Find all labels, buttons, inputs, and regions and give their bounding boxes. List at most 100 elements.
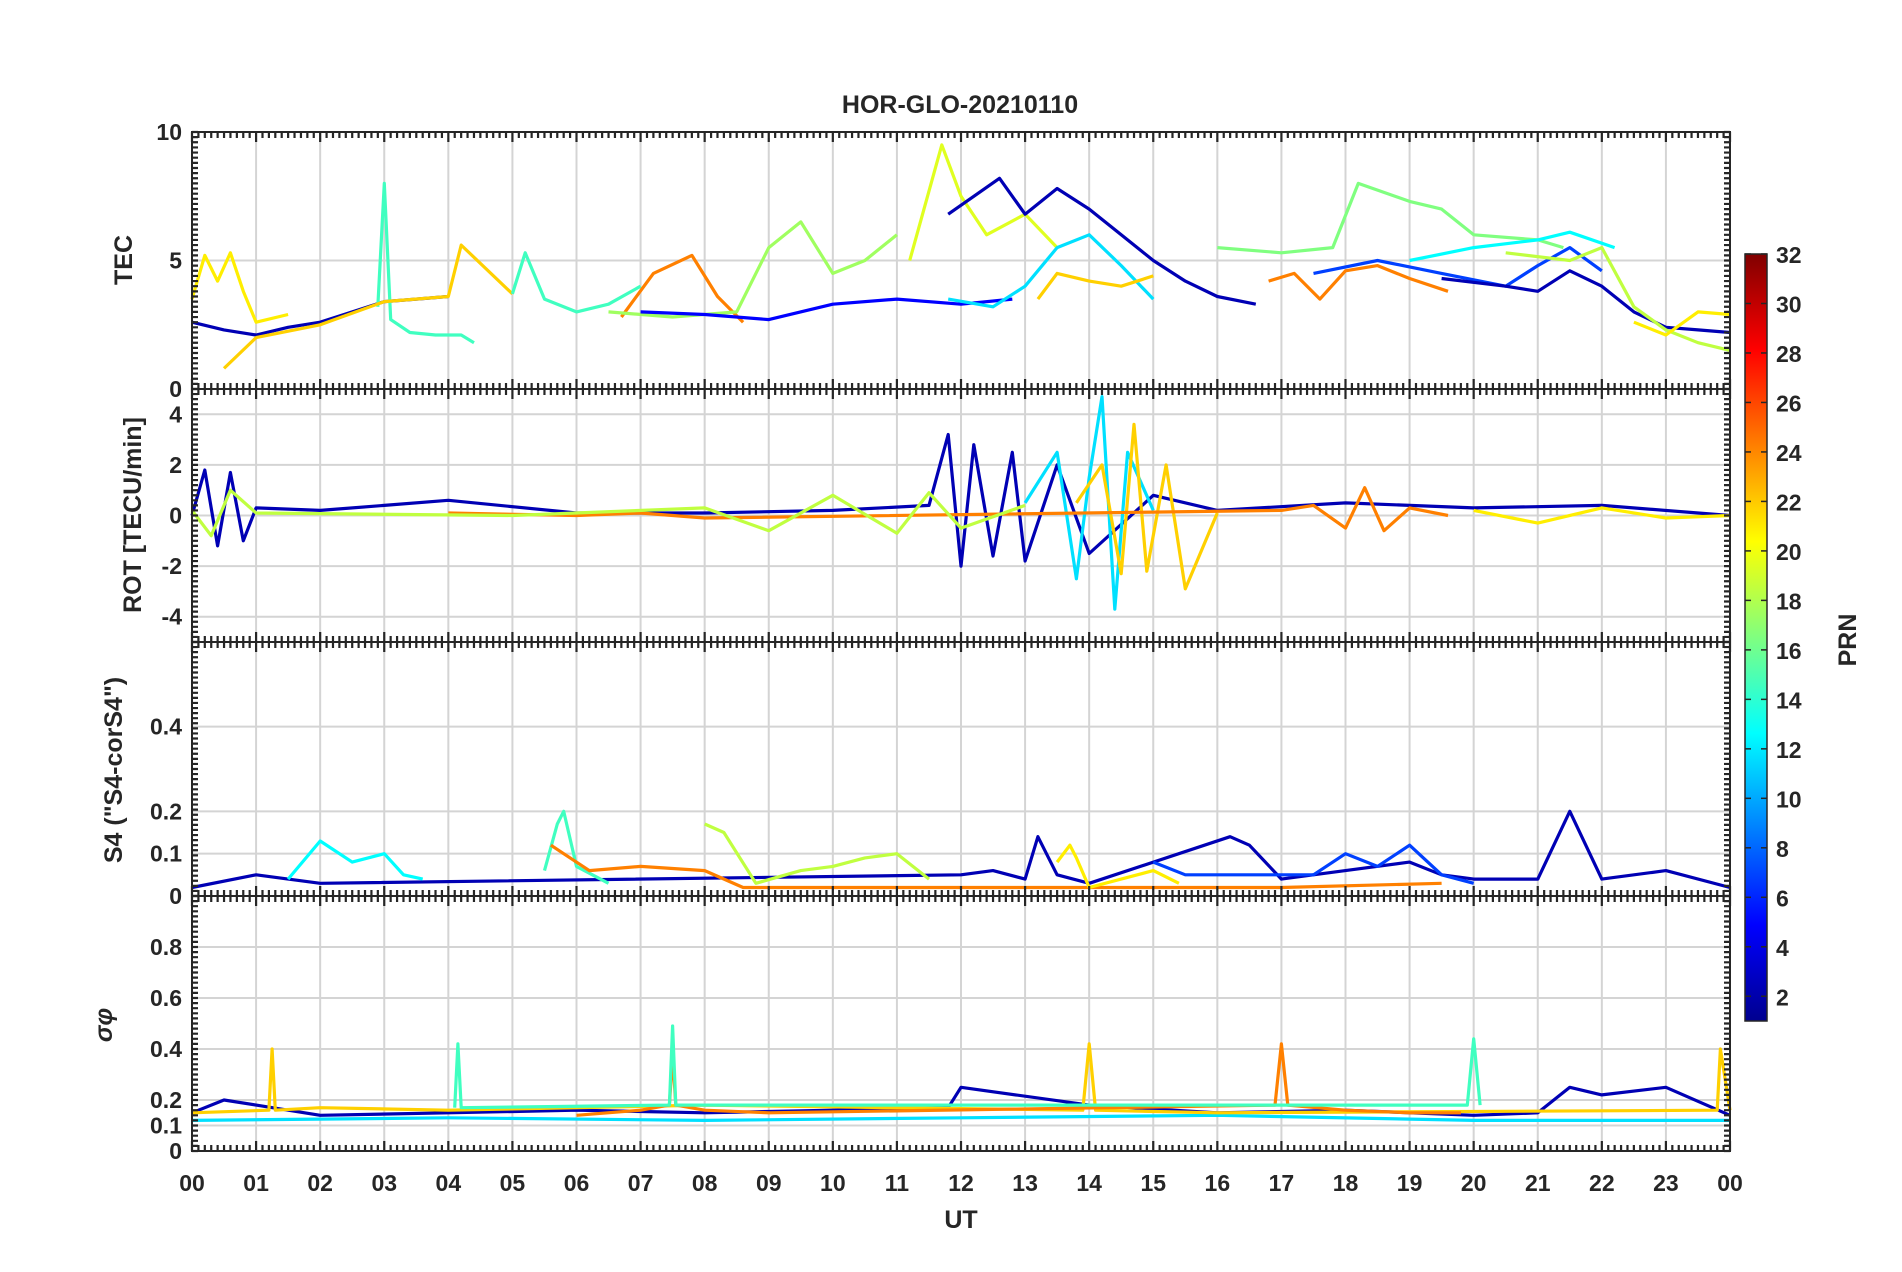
series-line-prn-11 — [947, 233, 1155, 309]
series-line-prn-21 — [222, 243, 514, 370]
colorbar-tick-label: 14 — [1776, 687, 1802, 713]
y-tick-label: 10 — [156, 119, 182, 145]
x-tick-label: 19 — [1397, 1170, 1423, 1196]
series-line-prn-16 — [1217, 181, 1564, 255]
series-line-prn-20 — [1633, 310, 1731, 337]
x-tick-label: 06 — [564, 1170, 590, 1196]
tick-marks — [190, 387, 1732, 644]
y-tick-label: 0.4 — [150, 1036, 182, 1062]
y-tick-label: 5 — [169, 248, 182, 274]
series-group-rot — [190, 395, 1731, 611]
series-line-prn-20 — [1473, 506, 1731, 525]
x-tick-label: 09 — [756, 1170, 782, 1196]
tick-marks — [190, 640, 1732, 898]
series-line-prn-12 — [286, 839, 424, 881]
series-line-prn-23 — [1268, 264, 1449, 301]
series-line-prn-14 — [376, 181, 475, 345]
colorbar-tick-label: 18 — [1776, 588, 1802, 614]
series-line-prn-18 — [704, 822, 930, 885]
colorbar-tick-label: 24 — [1776, 440, 1802, 466]
colorbar-label: PRN — [1834, 614, 1862, 667]
y-tick-label: 0.4 — [150, 714, 182, 740]
panel-tec: 0 5 10 TEC — [110, 119, 1732, 402]
series-group-sigma — [191, 1024, 1732, 1122]
y-tick-label: 0 — [169, 1138, 182, 1164]
figure-title: HOR-GLO-20210110 — [842, 91, 1078, 119]
colorbar-tick-label: 12 — [1776, 737, 1802, 763]
y-tick-label: 0 — [169, 883, 182, 909]
ylabel-tec: TEC — [110, 235, 138, 285]
ylabel-rot: ROT [TECU/min] — [119, 417, 147, 613]
series-line-prn-1 — [191, 809, 1731, 890]
x-tick-label: 11 — [885, 1170, 910, 1196]
x-tick-label: 00 — [1717, 1170, 1743, 1196]
series-line-prn-20 — [1055, 843, 1180, 890]
x-tick-label: 18 — [1333, 1170, 1359, 1196]
series-line-prn-14 — [453, 1024, 1482, 1110]
series-line-prn-12 — [1409, 230, 1616, 263]
colorbar-tick-label: 10 — [1776, 786, 1802, 812]
panel-rot: -4 -2 0 2 4 ROT [TECU/min] — [119, 387, 1732, 644]
series-line-prn-18 — [1505, 246, 1731, 352]
y-tick-label: 0.1 — [150, 1113, 182, 1139]
series-line-prn-21 — [1075, 422, 1219, 591]
panel-s4: 0 0.1 0.2 0.4 S4 ("S4-corS4") — [100, 640, 1732, 909]
x-tick-label: 23 — [1653, 1170, 1679, 1196]
x-axis-title: UT — [944, 1206, 977, 1234]
series-line-prn-1 — [1441, 269, 1731, 335]
x-axis: 00 01 02 03 04 05 06 07 08 09 10 11 12 13 14 15 16 17 18 19… — [179, 1170, 1743, 1196]
colorbar-gradient — [1744, 253, 1768, 1022]
x-tick-label: 05 — [500, 1170, 526, 1196]
series-line-prn-1 — [191, 1085, 1731, 1117]
series-line-prn-20 — [190, 251, 289, 324]
series-group-s4 — [191, 809, 1731, 890]
y-tick-label: -2 — [162, 553, 182, 579]
x-tick-label: 22 — [1589, 1170, 1615, 1196]
colorbar-tick-label: 8 — [1776, 836, 1789, 862]
x-tick-label: 08 — [692, 1170, 718, 1196]
y-tick-label: 0 — [169, 376, 182, 402]
colorbar-tick-label: 30 — [1776, 291, 1802, 317]
x-tick-label: 14 — [1076, 1170, 1102, 1196]
ylabel-sigma: σφ — [90, 1008, 118, 1042]
series-line-prn-14 — [510, 251, 642, 314]
series-line-prn-3 — [640, 297, 1013, 322]
x-tick-label: 15 — [1140, 1170, 1166, 1196]
x-tick-label: 04 — [436, 1170, 462, 1196]
series-line-prn-23 — [550, 843, 1442, 890]
colorbar-tick-label: 6 — [1776, 885, 1789, 911]
y-tick-label: 2 — [169, 452, 182, 478]
series-line-prn-23 — [448, 486, 1449, 533]
series-group-tec — [190, 143, 1731, 370]
ylabel-s4: S4 ("S4-corS4") — [100, 677, 128, 863]
series-line-prn-11 — [1023, 395, 1155, 611]
y-tick-label: 0.2 — [150, 798, 182, 824]
y-tick-label: -4 — [162, 604, 183, 630]
y-tick-label: 0 — [169, 503, 182, 529]
y-tick-label: 0.8 — [150, 934, 182, 960]
y-tick-label: 4 — [169, 401, 182, 427]
x-tick-label: 03 — [371, 1170, 397, 1196]
x-tick-label: 07 — [628, 1170, 654, 1196]
x-tick-label: 00 — [179, 1170, 205, 1196]
x-tick-label: 13 — [1012, 1170, 1038, 1196]
series-line-prn-21 — [191, 1042, 1732, 1115]
x-tick-label: 17 — [1269, 1170, 1295, 1196]
x-tick-label: 20 — [1461, 1170, 1487, 1196]
colorbar-tick-label: 20 — [1776, 539, 1802, 565]
tick-marks — [190, 130, 1732, 391]
x-tick-label: 16 — [1205, 1170, 1231, 1196]
series-line-prn-21 — [1036, 271, 1154, 301]
colorbar-tick-label: 32 — [1776, 242, 1802, 268]
series-line-prn-11 — [191, 1113, 1730, 1122]
tick-marks — [190, 894, 1732, 1153]
colorbar-tick-label: 2 — [1776, 984, 1789, 1010]
x-tick-label: 10 — [820, 1170, 846, 1196]
series-line-prn-5 — [1152, 843, 1475, 885]
x-tick-label: 01 — [243, 1170, 269, 1196]
series-line-prn-1 — [947, 176, 1257, 306]
x-tick-label: 02 — [307, 1170, 333, 1196]
colorbar-tick-label: 4 — [1776, 935, 1789, 961]
